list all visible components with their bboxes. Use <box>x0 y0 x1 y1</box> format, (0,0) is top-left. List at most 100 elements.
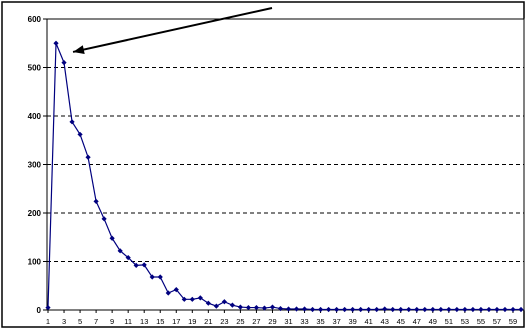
data-point <box>494 306 500 313</box>
data-point <box>237 304 244 310</box>
data-point <box>309 306 316 313</box>
x-tick-label: 39 <box>348 317 356 326</box>
data-point <box>165 290 171 296</box>
data-point <box>406 306 412 313</box>
y-tick-label: 500 <box>28 64 42 73</box>
x-tick-label: 31 <box>284 317 292 326</box>
data-point <box>334 306 340 313</box>
x-tick-label: 21 <box>204 317 212 326</box>
data-point <box>382 306 388 312</box>
data-point <box>69 119 75 125</box>
data-point <box>414 306 420 313</box>
gridlines <box>47 18 524 262</box>
data-point <box>398 306 404 313</box>
data-point <box>422 306 428 313</box>
data-point <box>438 306 444 313</box>
x-tick-label: 55 <box>477 317 485 326</box>
x-tick-label: 57 <box>493 317 501 326</box>
data-point <box>374 306 380 313</box>
data-point <box>221 299 227 305</box>
data-point <box>261 305 268 311</box>
data-point <box>173 287 179 293</box>
x-tick-label: 41 <box>365 317 373 326</box>
data-point <box>125 255 131 261</box>
data-point <box>93 198 99 204</box>
x-tick-label: 35 <box>316 317 324 326</box>
y-tick-label: 0 <box>37 306 42 315</box>
data-point <box>470 306 476 313</box>
x-tick-label: 49 <box>429 317 437 326</box>
x-tick-label: 13 <box>140 317 148 326</box>
y-tick-label: 300 <box>28 161 42 170</box>
x-tick-label: 37 <box>332 317 340 326</box>
data-point <box>366 306 372 313</box>
data-point <box>518 306 524 313</box>
y-tick-label: 400 <box>28 112 42 121</box>
data-point <box>189 296 195 302</box>
data-point <box>85 154 91 160</box>
x-tick-label: 19 <box>188 317 196 326</box>
x-tick-label: 15 <box>156 317 164 326</box>
data-point <box>213 303 219 309</box>
x-tick-label: 1 <box>46 317 50 326</box>
x-tick-label: 7 <box>94 317 98 326</box>
data-point <box>117 248 123 254</box>
x-tick-label: 9 <box>110 317 114 326</box>
data-point <box>454 306 460 313</box>
data-point <box>502 306 508 313</box>
data-point <box>229 302 235 308</box>
annotations <box>72 7 273 54</box>
x-tick-label: 59 <box>509 317 517 326</box>
x-tick-label: 27 <box>252 317 260 326</box>
data-point <box>45 304 51 311</box>
data-point <box>53 40 59 46</box>
data-point <box>317 306 324 313</box>
data-point <box>109 235 115 241</box>
data-point <box>462 306 468 313</box>
y-tick-label: 600 <box>28 15 42 24</box>
x-tick-label: 3 <box>62 317 66 326</box>
data-point <box>430 306 436 313</box>
data-point <box>285 306 292 312</box>
annotation-arrow-head <box>73 45 85 54</box>
data-point <box>301 306 308 312</box>
data-point <box>101 216 107 222</box>
data-point <box>486 306 492 313</box>
data-point <box>293 306 300 312</box>
data-point <box>478 306 484 313</box>
x-tick-label: 51 <box>445 317 453 326</box>
data-point <box>149 274 155 280</box>
y-tick-label: 100 <box>28 258 42 267</box>
x-tick-label: 11 <box>124 317 132 326</box>
data-point <box>245 304 252 311</box>
x-tick-label: 5 <box>78 317 82 326</box>
data-point <box>342 306 348 313</box>
data-point <box>325 306 332 313</box>
data-point <box>61 60 67 66</box>
x-tick-label: 29 <box>268 317 276 326</box>
x-tick-label: 45 <box>397 317 405 326</box>
data-point <box>446 306 452 313</box>
x-tick-label: 25 <box>236 317 244 326</box>
x-tick-label: 43 <box>381 317 389 326</box>
x-tick-label: 47 <box>413 317 421 326</box>
data-point <box>141 262 147 268</box>
x-tick-label: 23 <box>220 317 228 326</box>
series <box>45 40 524 313</box>
annotation-arrow-shaft <box>72 7 273 53</box>
data-point <box>350 306 356 313</box>
x-axis-ticks: 1 3 5 7 9 11 13 15 17 19 21 23 25 27 29 31 33 35 37 39 41 43 4… <box>46 310 517 326</box>
y-tick-label: 200 <box>28 209 42 218</box>
x-tick-label: 17 <box>172 317 180 326</box>
data-point <box>205 300 211 306</box>
data-point <box>277 305 284 312</box>
x-tick-label: 33 <box>300 317 308 326</box>
x-tick-label: 53 <box>461 317 469 326</box>
data-point <box>390 306 396 313</box>
data-point <box>510 306 516 313</box>
data-point <box>133 262 139 268</box>
data-point <box>77 131 83 138</box>
data-point <box>358 306 364 313</box>
data-point <box>181 296 187 302</box>
